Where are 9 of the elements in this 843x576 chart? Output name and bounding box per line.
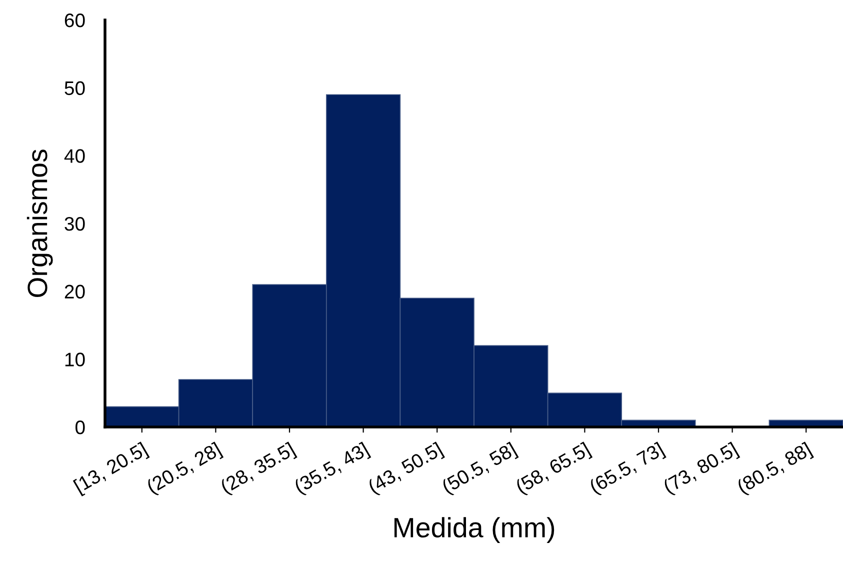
y-tick-label: 30 [64,216,85,231]
y-tick-label: 50 [64,81,85,96]
y-tick-label: 20 [64,284,85,299]
x-axis-title: Medida (mm) [394,517,554,543]
y-tick-label: 0 [76,420,85,434]
y-tick-label: 10 [65,352,85,366]
y-tick-label: 40 [64,149,85,163]
y-axis-title: Organismos [26,150,53,298]
y-tick-label: 60 [64,13,85,28]
